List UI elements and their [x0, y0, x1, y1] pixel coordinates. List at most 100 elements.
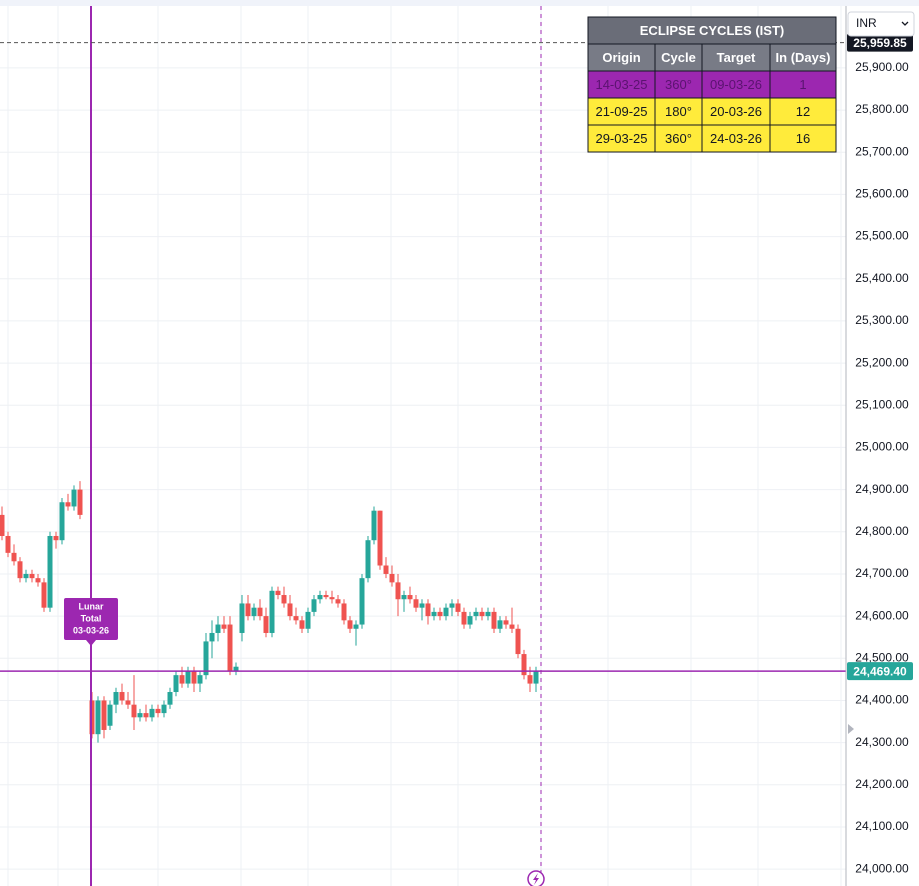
candle-body	[299, 620, 305, 629]
table-cell	[701, 70, 771, 99]
candle-body	[491, 611, 497, 629]
candle-body	[0, 514, 5, 536]
candle-body	[533, 671, 539, 684]
candle-body	[419, 603, 425, 608]
top-bar	[0, 0, 919, 6]
dropdown-arrow[interactable]	[901, 21, 909, 26]
table-cell	[654, 70, 703, 99]
cell-text: 14-03-25	[595, 77, 647, 92]
y-tick-label: 24,400.00	[855, 693, 909, 707]
price-label: 24,469.40	[853, 664, 907, 678]
table-cell	[701, 124, 771, 153]
candle-body	[191, 670, 197, 684]
grid	[0, 6, 846, 886]
candle-body	[59, 502, 65, 541]
event-label: 03-03-26	[73, 625, 109, 635]
cell-text: 1	[799, 77, 806, 92]
candle-body	[239, 603, 245, 633]
cell-text: 09-03-26	[710, 77, 762, 92]
price-axis	[846, 0, 919, 886]
candle-body	[383, 565, 389, 574]
y-tick-label: 24,300.00	[855, 735, 909, 749]
candle-body	[389, 573, 395, 583]
bolt[interactable]	[533, 873, 539, 885]
candle-body	[227, 624, 233, 671]
candle-body	[125, 700, 131, 705]
candle-body	[437, 611, 443, 617]
y-tick-label: 24,700.00	[855, 566, 909, 580]
candle-body	[17, 561, 23, 579]
candle-body	[371, 510, 377, 541]
table-cell	[769, 97, 837, 126]
table-cell	[769, 70, 837, 99]
candle-body	[461, 611, 467, 625]
cell-text: 360°	[665, 131, 692, 146]
header-cell	[769, 43, 837, 72]
currency-label[interactable]: INR	[856, 16, 877, 30]
candle-body	[77, 489, 83, 515]
candle-body	[443, 607, 449, 617]
candle-body	[335, 599, 341, 604]
candle-body	[413, 599, 419, 608]
y-tick-label: 25,600.00	[855, 187, 909, 201]
candle-body	[431, 611, 437, 617]
y-tick-label: 24,500.00	[855, 650, 909, 664]
candle-body	[161, 704, 167, 714]
candle-body	[173, 675, 179, 693]
candle-body	[377, 510, 383, 566]
candle-body	[425, 603, 431, 617]
candle-body	[275, 590, 281, 596]
candle-body	[113, 692, 119, 705]
candle-body	[5, 535, 11, 553]
candle-body	[365, 540, 371, 579]
y-tick-label: 25,900.00	[855, 60, 909, 74]
y-tick-label: 24,600.00	[855, 608, 909, 622]
candle-body	[467, 616, 473, 625]
y-tick-label: 24,200.00	[855, 777, 909, 791]
candle-body	[269, 590, 275, 633]
y-tick-label: 25,100.00	[855, 397, 909, 411]
candle-body	[503, 620, 509, 625]
candle-body	[65, 502, 71, 507]
y-tick-label: 24,800.00	[855, 524, 909, 538]
candle-body	[71, 489, 77, 507]
candle-body	[167, 692, 173, 705]
table-cell	[701, 97, 771, 126]
y-tick-label: 25,200.00	[855, 355, 909, 369]
eclipse-table: ECLIPSE CYCLES (IST)Origin Cycle Target In …	[587, 16, 837, 153]
event-bubble	[64, 598, 118, 646]
scroll-arrow[interactable]	[848, 724, 854, 734]
candle-body	[455, 603, 461, 612]
candle-body	[293, 616, 299, 621]
bolt-icon[interactable]	[527, 870, 545, 886]
candle-body	[233, 666, 239, 671]
currency-box[interactable]	[847, 11, 915, 37]
price-label-box	[847, 33, 913, 52]
currency-button[interactable]: INR	[847, 11, 915, 37]
y-tick-label: 25,000.00	[855, 440, 909, 454]
candle-body	[407, 595, 413, 600]
cell-text: 180°	[665, 104, 692, 119]
candle-body	[323, 595, 329, 598]
price-label-box	[847, 662, 913, 681]
cell-text: 21-09-25	[595, 104, 647, 119]
candle-body	[149, 708, 155, 718]
candle-body	[509, 624, 515, 629]
candle-body	[95, 700, 101, 735]
candle-body	[143, 713, 149, 718]
cell-text: 360°	[665, 77, 692, 92]
candle-body	[11, 552, 17, 562]
candle-body	[395, 582, 401, 600]
candle-body	[341, 603, 347, 621]
price-axis-labels: 24,000.00 24,100.00 24,200.00 24,300.00 24,4…	[847, 33, 913, 875]
cell-text: 29-03-25	[595, 131, 647, 146]
cell-text: 12	[796, 104, 810, 119]
header-cell	[701, 43, 771, 72]
candle-body	[263, 616, 269, 633]
y-tick-label: 25,300.00	[855, 313, 909, 327]
candle-body	[287, 603, 293, 617]
candle-body	[131, 704, 137, 718]
candle-body	[209, 632, 215, 642]
candle-body	[257, 607, 263, 617]
